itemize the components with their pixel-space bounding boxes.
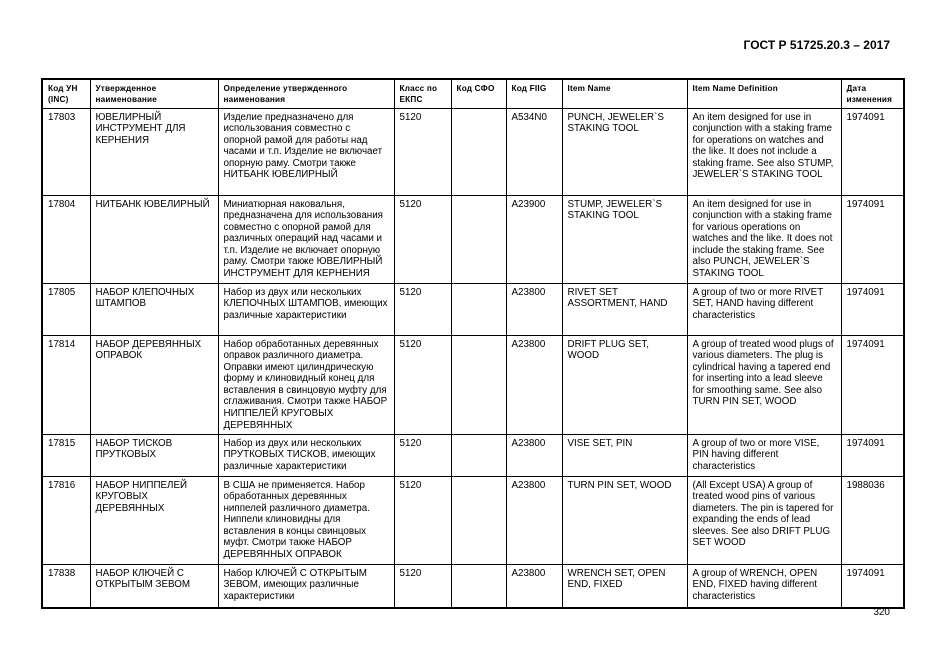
cell-name: НАБОР ДЕРЕВЯННЫХ ОПРАВОК bbox=[89, 334, 219, 435]
page-number: 320 bbox=[873, 607, 890, 618]
cell-fiig: A23900 bbox=[505, 194, 563, 284]
cell-inc: 17814 bbox=[41, 334, 91, 435]
table-row: 17816 НАБОР НИППЕЛЕЙ КРУГОВЫХ ДЕРЕВЯННЫХ В… bbox=[41, 475, 905, 565]
cell-date: 1974091 bbox=[840, 563, 905, 609]
cell-date: 1974091 bbox=[840, 334, 905, 435]
cell-item-name: TURN PIN SET, WOOD bbox=[561, 475, 688, 565]
cell-date: 1974091 bbox=[840, 282, 905, 336]
cell-item-name: PUNCH, JEWELER`S STAKING TOOL bbox=[561, 107, 688, 196]
cell-item-name: DRIFT PLUG SET, WOOD bbox=[561, 334, 688, 435]
column-header-item-name: Item Name bbox=[561, 78, 688, 109]
table-row: 17838 НАБОР КЛЮЧЕЙ С ОТКРЫТЫМ ЗЕВОМ Набор … bbox=[41, 563, 905, 609]
table-row: 17814 НАБОР ДЕРЕВЯННЫХ ОПРАВОК Набор обраб… bbox=[41, 334, 905, 435]
cell-name: НАБОР НИППЕЛЕЙ КРУГОВЫХ ДЕРЕВЯННЫХ bbox=[89, 475, 219, 565]
cell-date: 1974091 bbox=[840, 433, 905, 477]
cell-name: НАБОР ТИСКОВ ПРУТКОВЫХ bbox=[89, 433, 219, 477]
cell-inc: 17805 bbox=[41, 282, 91, 336]
cell-item-def: An item designed for use in conjunction … bbox=[686, 194, 842, 284]
cell-item-def: A group of two or more RIVET SET, HAND h… bbox=[686, 282, 842, 336]
cell-class: 5120 bbox=[393, 334, 452, 435]
cell-inc: 17816 bbox=[41, 475, 91, 565]
cell-item-def: (All Except USA) A group of treated wood… bbox=[686, 475, 842, 565]
cell-fiig: A23800 bbox=[505, 334, 563, 435]
table-row: 17804 НИТБАНК ЮВЕЛИРНЫЙ Миниатюрная накова… bbox=[41, 194, 905, 284]
cell-name: НАБОР КЛЮЧЕЙ С ОТКРЫТЫМ ЗЕВОМ bbox=[89, 563, 219, 609]
cell-class: 5120 bbox=[393, 475, 452, 565]
cell-definition: Набор из двух или нескольких КЛЕПОЧНЫХ Ш… bbox=[217, 282, 395, 336]
cell-sfo bbox=[450, 282, 507, 336]
cell-definition: Набор обработанных деревянных оправок ра… bbox=[217, 334, 395, 435]
table-header-row: Код УН (INC) Утвержденное наименование Опр… bbox=[41, 78, 905, 109]
cell-class: 5120 bbox=[393, 563, 452, 609]
cell-fiig: A534N0 bbox=[505, 107, 563, 196]
cell-date: 1988036 bbox=[840, 475, 905, 565]
cell-item-name: RIVET SET ASSORTMENT, HAND bbox=[561, 282, 688, 336]
cell-item-name: WRENCH SET, OPEN END, FIXED bbox=[561, 563, 688, 609]
cell-fiig: A23800 bbox=[505, 433, 563, 477]
cell-item-def: An item designed for use in conjunction … bbox=[686, 107, 842, 196]
cell-name: НАБОР КЛЕПОЧНЫХ ШТАМПОВ bbox=[89, 282, 219, 336]
cell-sfo bbox=[450, 107, 507, 196]
cell-name: НИТБАНК ЮВЕЛИРНЫЙ bbox=[89, 194, 219, 284]
cell-fiig: A23800 bbox=[505, 563, 563, 609]
cell-item-def: A group of two or more VISE, PIN having … bbox=[686, 433, 842, 477]
cell-sfo bbox=[450, 475, 507, 565]
cell-date: 1974091 bbox=[840, 107, 905, 196]
column-header-fiig: Код FIIG bbox=[505, 78, 563, 109]
cell-definition: Набор КЛЮЧЕЙ С ОТКРЫТЫМ ЗЕВОМ, имеющих р… bbox=[217, 563, 395, 609]
column-header-class: Класс по ЕКПС bbox=[393, 78, 452, 109]
cell-item-name: VISE SET, PIN bbox=[561, 433, 688, 477]
cell-class: 5120 bbox=[393, 433, 452, 477]
column-header-sfo: Код СФО bbox=[450, 78, 507, 109]
cell-fiig: A23800 bbox=[505, 282, 563, 336]
cell-sfo bbox=[450, 194, 507, 284]
cell-inc: 17838 bbox=[41, 563, 91, 609]
cell-definition: Набор из двух или нескольких ПРУТКОВЫХ Т… bbox=[217, 433, 395, 477]
cell-inc: 17803 bbox=[41, 107, 91, 196]
cell-class: 5120 bbox=[393, 282, 452, 336]
cell-sfo bbox=[450, 334, 507, 435]
cell-inc: 17815 bbox=[41, 433, 91, 477]
cell-definition: Изделие предназначено для использования … bbox=[217, 107, 395, 196]
column-header-inc: Код УН (INC) bbox=[41, 78, 91, 109]
cell-item-name: STUMP, JEWELER`S STAKING TOOL bbox=[561, 194, 688, 284]
cell-definition: Миниатюрная наковальня, предназначена дл… bbox=[217, 194, 395, 284]
column-header-name: Утвержденное наименование bbox=[89, 78, 219, 109]
nomenclature-table: Код УН (INC) Утвержденное наименование Опр… bbox=[41, 78, 905, 609]
column-header-item-def: Item Name Definition bbox=[686, 78, 842, 109]
cell-inc: 17804 bbox=[41, 194, 91, 284]
cell-definition: В США не применяется. Набор обработанных… bbox=[217, 475, 395, 565]
cell-sfo bbox=[450, 563, 507, 609]
cell-class: 5120 bbox=[393, 107, 452, 196]
document-title: ГОСТ Р 51725.20.3 – 2017 bbox=[743, 38, 890, 52]
table-row: 17803 ЮВЕЛИРНЫЙ ИНСТРУМЕНТ ДЛЯ КЕРНЕНИЯ Из… bbox=[41, 107, 905, 196]
table-row: 17805 НАБОР КЛЕПОЧНЫХ ШТАМПОВ Набор из дву… bbox=[41, 282, 905, 336]
cell-name: ЮВЕЛИРНЫЙ ИНСТРУМЕНТ ДЛЯ КЕРНЕНИЯ bbox=[89, 107, 219, 196]
cell-date: 1974091 bbox=[840, 194, 905, 284]
cell-sfo bbox=[450, 433, 507, 477]
column-header-date: Дата изменения bbox=[840, 78, 905, 109]
cell-fiig: A23800 bbox=[505, 475, 563, 565]
cell-item-def: A group of WRENCH, OPEN END, FIXED havin… bbox=[686, 563, 842, 609]
cell-class: 5120 bbox=[393, 194, 452, 284]
column-header-definition: Определение утвержденного наименования bbox=[217, 78, 395, 109]
cell-item-def: A group of treated wood plugs of various… bbox=[686, 334, 842, 435]
table-row: 17815 НАБОР ТИСКОВ ПРУТКОВЫХ Набор из двух… bbox=[41, 433, 905, 477]
